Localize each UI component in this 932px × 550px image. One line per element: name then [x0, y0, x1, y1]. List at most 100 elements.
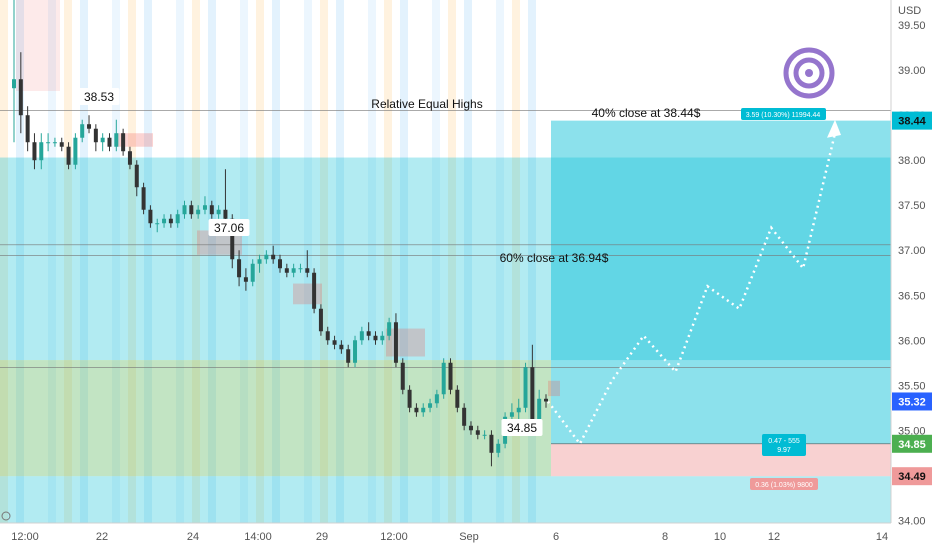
candle-body	[291, 268, 296, 273]
annotation-bg	[78, 88, 120, 105]
candle-body	[237, 259, 242, 278]
price-label-bg	[892, 434, 932, 453]
session-stripe	[208, 0, 216, 523]
x-tick-label: 22	[96, 531, 108, 543]
price-label-text: 38.44	[898, 116, 926, 128]
candle-body	[537, 398, 542, 422]
session-stripe	[272, 0, 280, 523]
candle-body	[332, 340, 337, 345]
candle-body	[428, 403, 433, 408]
candle-body	[380, 335, 385, 341]
x-tick-label: 14:00	[244, 531, 272, 543]
candle-body	[80, 124, 85, 138]
annotation-bg	[501, 419, 543, 436]
candle-body	[66, 146, 71, 165]
candle-body	[189, 205, 194, 215]
candle-body	[496, 443, 501, 453]
order-block-zone	[548, 380, 560, 397]
target-badge: 3.59 (10.30%) 11994.44	[741, 108, 826, 120]
y-tick-label: 35.50	[898, 380, 926, 392]
session-stripe	[528, 0, 536, 523]
plot-area[interactable]	[0, 0, 891, 523]
session-stripe	[448, 0, 456, 523]
candle-body	[421, 407, 426, 413]
candle-body	[52, 142, 57, 144]
candle-body	[114, 133, 119, 147]
price-label-bg	[892, 392, 932, 411]
candle-body	[366, 331, 371, 336]
candle-series	[12, 0, 548, 467]
session-stripe	[64, 0, 72, 523]
settings-icon[interactable]	[1, 511, 11, 521]
session-stripe	[336, 0, 344, 523]
candle-body	[373, 335, 378, 341]
session-stripe	[432, 0, 440, 523]
candle-body	[462, 407, 467, 426]
y-tick-label: 39.00	[898, 65, 926, 77]
annotation-text: 37.06	[214, 221, 244, 235]
y-tick-label: 36.50	[898, 290, 926, 302]
lower-zone	[0, 476, 891, 523]
order-block-zone	[117, 133, 153, 147]
y-tick-label: 38.00	[898, 155, 926, 167]
candle-body	[407, 389, 412, 408]
candle-body	[148, 209, 153, 224]
candle-body	[182, 205, 187, 215]
candle-body	[209, 205, 214, 215]
candle-body	[482, 434, 487, 436]
candle-body	[100, 137, 105, 143]
candle-body	[318, 308, 323, 332]
stop-badge-bg	[750, 478, 818, 490]
session-stripe	[464, 0, 472, 523]
y-tick-label: 36.00	[898, 335, 926, 347]
target-zone	[551, 120, 891, 444]
close-60-label: 60% close at 36.94$	[500, 251, 609, 265]
annotation-text: 34.85	[507, 421, 537, 435]
candle-body	[393, 322, 398, 363]
order-block-zone	[386, 328, 425, 357]
price-label-text: 34.49	[898, 471, 926, 483]
x-tick-label: 29	[316, 531, 328, 543]
session-stripe	[48, 0, 56, 523]
annotation-bg	[208, 219, 250, 236]
session-stripe	[16, 0, 24, 523]
candle-body	[32, 142, 37, 161]
candle-body	[544, 398, 548, 402]
candle-body	[12, 79, 16, 89]
price-label-bg	[892, 467, 932, 486]
session-stripe	[368, 0, 376, 523]
candle-body	[257, 259, 262, 264]
price-label: 34.49	[892, 467, 932, 486]
x-tick-label: 12	[768, 531, 780, 543]
x-tick-label: 24	[187, 531, 199, 543]
target-badge-text: 3.59 (10.30%) 11994.44	[746, 112, 821, 119]
x-tick-label: 10	[714, 531, 726, 543]
candle-body	[250, 263, 255, 282]
mid-price-label: 37.06	[208, 219, 250, 236]
stop-zone	[551, 443, 891, 477]
candle-body	[141, 187, 146, 210]
x-tick-label: 6	[553, 531, 559, 543]
candle-body	[127, 151, 132, 165]
y-tick-label: 37.00	[898, 245, 926, 257]
session-stripe	[320, 0, 328, 523]
x-tick-label: Sep	[459, 531, 479, 543]
candle-body	[196, 209, 201, 215]
candle-body	[325, 331, 330, 341]
candle-body	[400, 362, 405, 390]
candle-body	[87, 124, 92, 129]
candle-body	[271, 254, 276, 260]
candle-body	[278, 259, 282, 269]
candle-body	[523, 367, 528, 408]
low-price-label: 34.85	[501, 419, 543, 436]
candle-body	[346, 349, 351, 363]
candle-body	[46, 142, 51, 144]
candle-body	[284, 268, 289, 273]
supply-zone	[0, 157, 891, 361]
candle-body	[264, 254, 269, 260]
candle-body	[475, 430, 480, 435]
session-stripe	[80, 0, 88, 523]
session-stripe	[400, 0, 408, 523]
candle-body	[162, 218, 167, 224]
